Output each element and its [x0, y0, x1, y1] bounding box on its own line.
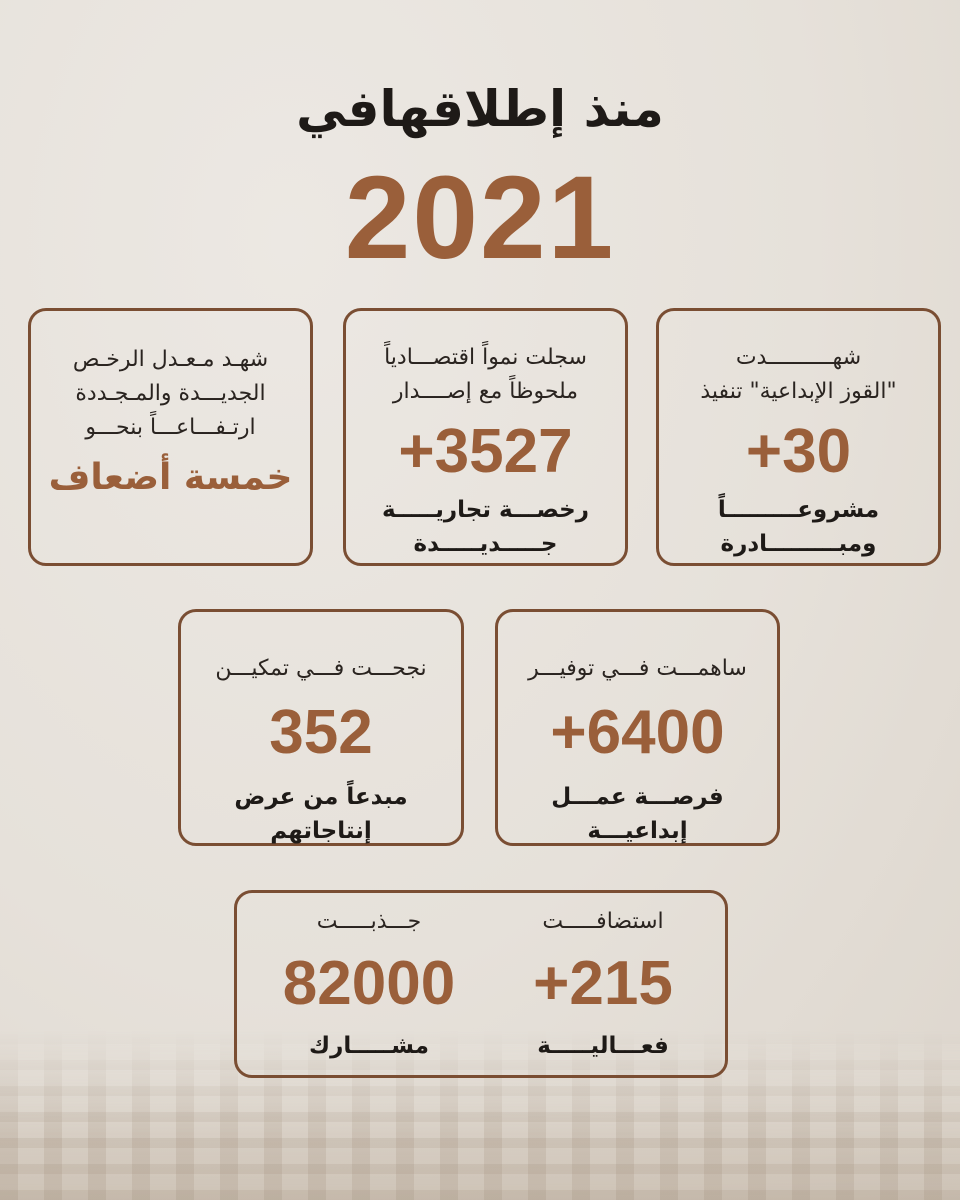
card-number: +215 [533, 949, 673, 1018]
card-text: استضافـــــت [542, 909, 664, 934]
card-text: نجحـــت فـــي تمكيـــن [215, 656, 427, 681]
year-heading: 2021 [344, 152, 616, 284]
card-caption: ومبـــــــــادرة [720, 531, 877, 557]
card-caption: فرصـــة عمـــل إبداعيـــة [551, 784, 724, 844]
card-highlight: خمسة أضعاف [48, 457, 293, 498]
card-caption: مبدعاً من عرض إنتاجاتهم [234, 784, 408, 844]
card-number: +30 [745, 417, 852, 486]
card-caption: مشـــــارك [309, 1033, 429, 1059]
card-text: شهـد مـعـدل الرخـص [72, 347, 269, 372]
card-jobs: ساهمـــت فـــي توفيـــر +6400 فرصـــة عم… [495, 609, 780, 846]
card-text: ملحوظاً مع إصــــدار [392, 379, 579, 404]
card-caption: جـــــديـــــدة [413, 531, 558, 557]
card-caption: مشروعـــــــــاً [717, 497, 880, 523]
card-caption: رخصـــة تجاريـــــة [382, 497, 589, 523]
city-background [0, 1030, 960, 1200]
card-license-growth: شهـد مـعـدل الرخـص الجديـــدة والمـجـددة… [28, 308, 313, 566]
card-number: +3527 [398, 417, 573, 486]
card-text: ساهمـــت فـــي توفيـــر [528, 656, 747, 681]
card-text: جـــذبـــــت [316, 909, 422, 934]
card-text: "القوز الإبداعية" تنفيذ [700, 379, 897, 404]
card-commercial-licenses: سجلت نمواً اقتصـــادياً ملحوظاً مع إصـــ… [343, 308, 628, 566]
card-text: ارتـفـــاعـــاً بنحـــو [85, 415, 256, 440]
participants-column: جـــذبـــــت 82000 مشـــــارك [247, 893, 491, 1075]
card-number: 82000 [282, 949, 456, 1018]
card-number: +6400 [550, 698, 725, 767]
events-column: استضافـــــت +215 فعـــاليـــــة [481, 893, 725, 1075]
card-projects: شهــــــــــدت "القوز الإبداعية" تنفيذ +… [656, 308, 941, 566]
card-number: 352 [269, 698, 373, 767]
card-events-participants: جـــذبـــــت 82000 مشـــــارك استضافــــ… [234, 890, 728, 1078]
card-text: سجلت نمواً اقتصـــادياً [384, 345, 587, 370]
card-text: شهــــــــــدت [735, 345, 862, 370]
page-title: منذ إطلاقهافي [296, 80, 664, 138]
card-creators: نجحـــت فـــي تمكيـــن 352 مبدعاً من عرض… [178, 609, 464, 846]
card-caption: فعـــاليـــــة [537, 1033, 669, 1059]
card-text: الجديـــدة والمـجـددة [75, 381, 266, 406]
